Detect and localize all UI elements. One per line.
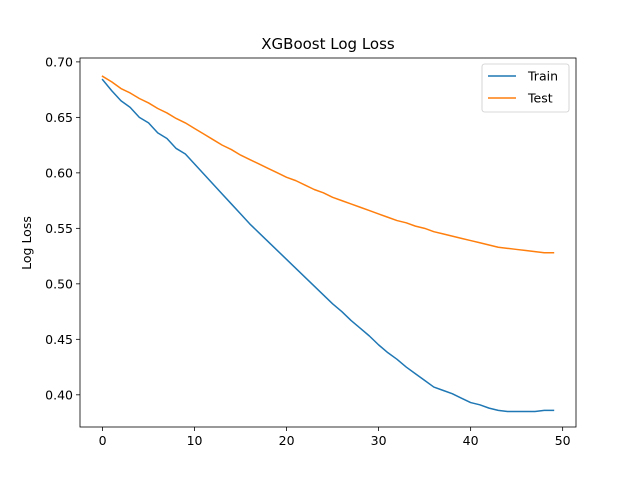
series-line-test	[101, 75, 555, 254]
y-tick-label: 0.50	[45, 276, 73, 291]
x-tick-label: 40	[463, 433, 479, 448]
y-tick-label: 0.40	[45, 387, 73, 402]
legend-label-train: Train	[527, 69, 558, 84]
y-tick-label: 0.65	[45, 110, 73, 125]
y-tick-label: 0.55	[45, 221, 73, 236]
x-tick-label: 0	[99, 433, 107, 448]
axes-frame	[79, 57, 577, 428]
x-tick-label: 50	[555, 433, 571, 448]
series-line-train	[101, 78, 555, 413]
x-tick-label: 30	[371, 433, 387, 448]
y-axis-title: Log Loss	[19, 216, 34, 270]
chart-title: XGBoost Log Loss	[261, 35, 395, 53]
legend-label-test: Test	[527, 91, 553, 106]
legend: Train Test	[481, 63, 570, 113]
plot-area: 0 10 20 30 40 50 0.40 0.45 0.50 0.55 0.60 0.65 0.70	[45, 54, 577, 448]
x-tick-label: 10	[187, 433, 203, 448]
y-tick-label: 0.70	[45, 54, 73, 69]
x-tick-label: 20	[279, 433, 295, 448]
y-tick-label: 0.45	[45, 332, 73, 347]
y-tick-label: 0.60	[45, 165, 73, 180]
